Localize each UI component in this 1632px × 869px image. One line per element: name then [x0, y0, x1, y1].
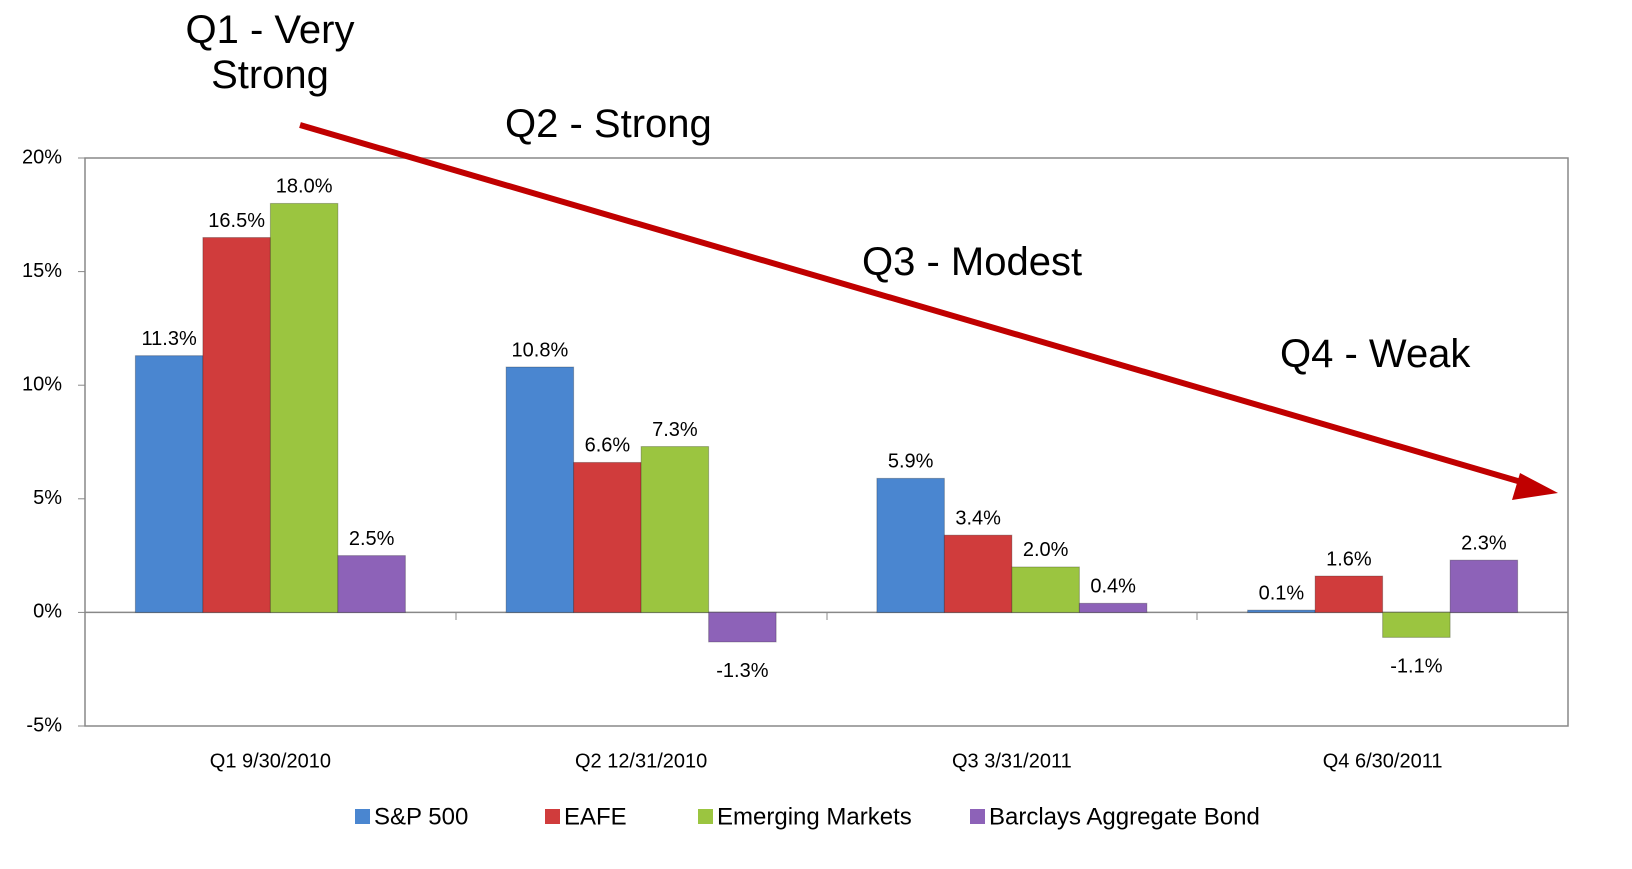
x-tick-label: Q1 9/30/2010 — [210, 750, 331, 772]
annotation: Q2 - Strong — [505, 102, 712, 146]
bar — [1382, 611, 1451, 638]
data-label: 2.5% — [349, 528, 395, 550]
bar — [876, 477, 945, 613]
annotation: Q4 - Weak — [1280, 332, 1471, 376]
data-label: 1.6% — [1326, 548, 1372, 570]
bar — [505, 366, 575, 613]
data-label: 18.0% — [276, 176, 333, 198]
legend-swatch — [355, 809, 370, 824]
bar — [1011, 566, 1080, 613]
data-label: 7.3% — [652, 419, 698, 441]
legend-swatch — [545, 809, 560, 824]
bar — [708, 611, 777, 643]
y-tick-label: 5% — [33, 487, 62, 509]
y-tick-label: -5% — [26, 714, 62, 736]
data-label: 0.4% — [1090, 576, 1136, 598]
y-tick-label: 0% — [33, 601, 62, 623]
data-label: 10.8% — [512, 339, 569, 361]
bar — [1078, 602, 1148, 613]
data-label: 6.6% — [585, 435, 631, 457]
data-label: 2.3% — [1461, 532, 1507, 554]
bar — [1247, 609, 1316, 613]
data-label: 11.3% — [142, 328, 197, 350]
legend-label: Barclays Aggregate Bond — [989, 803, 1260, 830]
y-tick-label: 10% — [22, 373, 62, 395]
data-label: 0.1% — [1259, 582, 1305, 604]
data-label: 2.0% — [1023, 539, 1069, 561]
legend-swatch — [698, 809, 713, 824]
annotation: Q1 - Very Strong — [185, 8, 355, 97]
x-tick-label: Q3 3/31/2011 — [952, 750, 1072, 772]
data-label: 16.5% — [208, 210, 265, 232]
legend-swatch — [970, 809, 985, 824]
bar — [573, 461, 642, 613]
bar — [640, 446, 710, 613]
bar — [1314, 575, 1384, 613]
legend-label: S&P 500 — [374, 803, 468, 830]
legend-label: Emerging Markets — [717, 803, 912, 830]
y-tick-label: 20% — [22, 146, 62, 168]
data-label: -1.3% — [716, 660, 768, 682]
bar — [202, 237, 271, 613]
data-label: -1.1% — [1390, 656, 1442, 678]
data-label: 5.9% — [888, 451, 934, 473]
x-tick-label: Q2 12/31/2010 — [575, 750, 707, 772]
legend-label: EAFE — [564, 803, 627, 830]
bar — [1449, 559, 1519, 613]
data-label: 3.4% — [955, 507, 1001, 529]
bar — [134, 355, 204, 613]
x-tick-label: Q4 6/30/2011 — [1323, 750, 1443, 772]
y-tick-label: 15% — [22, 260, 62, 282]
bar — [269, 202, 339, 613]
annotation: Q3 - Modest — [862, 240, 1083, 284]
bar — [337, 555, 406, 613]
bar — [943, 534, 1013, 613]
